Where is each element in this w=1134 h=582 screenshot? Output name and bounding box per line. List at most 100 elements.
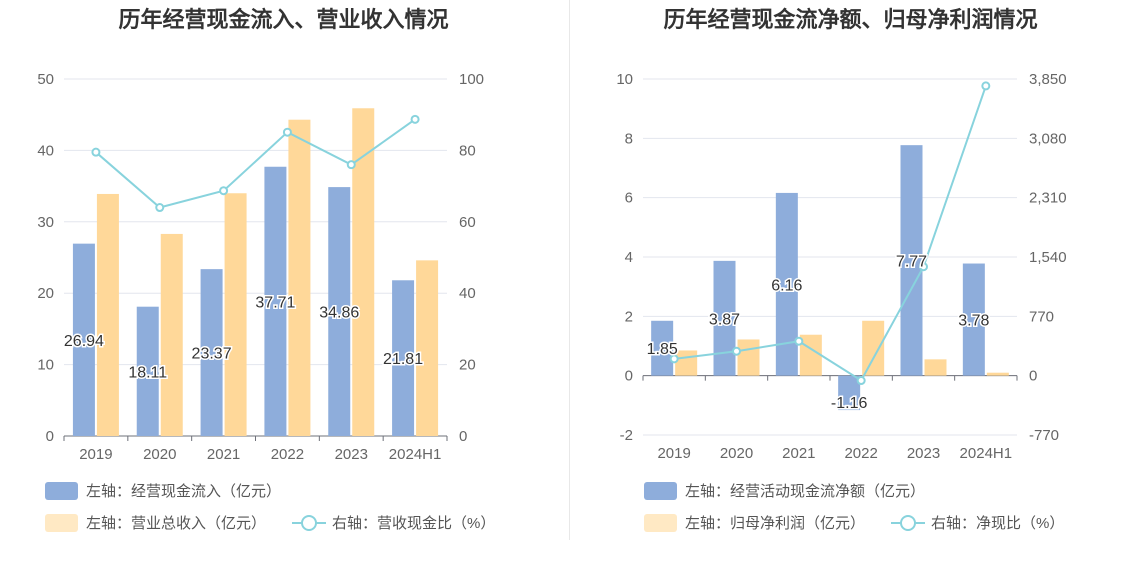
- data-label: 37.71: [255, 294, 295, 311]
- data-label: -1.16: [831, 395, 868, 412]
- bar-series-2: [737, 339, 760, 376]
- y-left-tick-label: 6: [625, 190, 633, 207]
- x-tick-label: 2022: [271, 446, 304, 463]
- chart-net-cash-flow-svg: -2 0 2 4 6 8 10 -770 0 770 1,540 2,310 3,080 3,850 201…: [616, 71, 1067, 462]
- data-label: 26.94: [64, 333, 104, 350]
- y-left-tick-label: 4: [625, 249, 633, 266]
- line-series: [95, 118, 416, 209]
- bar-series-1: [651, 320, 674, 376]
- bar-series-2: [288, 119, 311, 436]
- legend-label: 右轴：净现比（%）: [931, 515, 1065, 532]
- chart-panel-cash-inflow: 历年经营现金流入、营业收入情况 0 10 20 30 40 50 0 20 40 60 80 100 2…: [37, 7, 495, 533]
- data-label: 34.86: [319, 305, 359, 322]
- line-point: [410, 114, 420, 124]
- y-right-tick-label: 0: [459, 428, 467, 445]
- line-point: [981, 81, 991, 91]
- bar-series-1: [264, 166, 287, 436]
- legend-line-marker: [292, 514, 326, 532]
- chart-cash-inflow-svg: 0 10 20 30 40 50 0 20 40 60 80 100 2019 2020 2021 2022 2…: [37, 71, 484, 463]
- legend-label: 左轴：营业总收入（亿元）: [86, 515, 267, 532]
- legend-swatch: [45, 513, 78, 532]
- chart-title: 历年经营现金流净额、归母净利润情况: [663, 7, 1038, 32]
- legend-label: 左轴：经营现金流入（亿元）: [86, 483, 282, 500]
- x-tick-label: 2019: [657, 445, 690, 462]
- y-right-tick-label: 20: [459, 357, 476, 374]
- legend-item-revenue[interactable]: 左轴：营业总收入（亿元）: [45, 512, 266, 533]
- y-right-tick-label: 100: [459, 71, 484, 88]
- y-left-tick-label: 20: [37, 285, 54, 302]
- y-right-tick-label: 3,080: [1029, 130, 1067, 147]
- data-label: 18.11: [128, 364, 167, 381]
- y-left-tick-label: 10: [616, 71, 633, 88]
- x-tick-label: 2021: [207, 446, 240, 463]
- bar-series-2: [924, 359, 947, 376]
- bar-series-2: [96, 193, 119, 436]
- legend-item-net-profit[interactable]: 左轴：归母净利润（亿元）: [644, 512, 865, 533]
- chart-title: 历年经营现金流入、营业收入情况: [118, 7, 449, 32]
- line-point: [669, 354, 679, 364]
- bar-series-1: [838, 375, 861, 411]
- bar-series-2: [675, 350, 698, 376]
- bar-series-2: [862, 320, 885, 376]
- data-label: 1.85: [647, 341, 678, 358]
- bar-series-1: [775, 192, 798, 376]
- x-tick-label: 2023: [907, 445, 940, 462]
- x-tick-label: 2024H1: [389, 446, 442, 463]
- x-tick-label: 2019: [79, 446, 112, 463]
- line-point: [919, 262, 928, 272]
- x-tick-label: 2023: [335, 446, 368, 463]
- chart-panel-net-cash-flow: 历年经营现金流净额、归母净利润情况 -2 0 2 4 6 8 10 -770 0 770 1,540…: [567, 0, 1134, 582]
- legend-item-cash-inflow[interactable]: 左轴：经营现金流入（亿元）: [45, 480, 281, 501]
- y-left-tick-label: 8: [625, 130, 633, 147]
- x-tick-label: 2022: [844, 445, 877, 462]
- x-tick-label: 2021: [782, 445, 815, 462]
- data-label: 7.77: [896, 253, 927, 270]
- line-point: [155, 203, 165, 213]
- data-label: 21.81: [383, 351, 423, 368]
- line-point: [856, 376, 866, 386]
- data-label: 3.78: [958, 313, 989, 330]
- line-series: [674, 85, 987, 382]
- line-point: [91, 147, 101, 157]
- y-left-tick-label: 40: [37, 142, 54, 159]
- legend-item-cash-ratio[interactable]: 右轴：营收现金比（%）: [292, 512, 495, 533]
- y-right-tick-label: 60: [459, 214, 476, 231]
- y-right-tick-label: -770: [1029, 427, 1059, 444]
- bar-series-2: [160, 233, 183, 436]
- line-point: [346, 160, 356, 170]
- legend-item-net-cash-flow[interactable]: 左轴：经营活动现金流净额（亿元）: [644, 480, 925, 501]
- bar-series-1: [713, 260, 736, 376]
- bar-series-2: [986, 372, 1009, 376]
- line-point: [794, 336, 804, 346]
- bar-series-2: [224, 193, 247, 436]
- legend-item-net-cash-ratio[interactable]: 右轴：净现比（%）: [891, 512, 1064, 533]
- line-point: [219, 186, 229, 196]
- bar-series-2: [416, 260, 439, 436]
- y-right-tick-label: 1,540: [1029, 249, 1067, 266]
- y-right-tick-label: 770: [1029, 308, 1054, 325]
- legend-label: 左轴：经营活动现金流净额（亿元）: [685, 483, 926, 500]
- bar-series-1: [72, 243, 95, 436]
- y-right-tick-label: 3,850: [1029, 71, 1067, 88]
- line-point: [282, 127, 292, 137]
- y-right-tick-label: 40: [459, 285, 476, 302]
- bar-series-1: [200, 269, 223, 436]
- legend-swatch: [644, 513, 677, 532]
- bar-series-2: [352, 108, 375, 437]
- legend-line-marker: [891, 514, 925, 532]
- y-left-tick-label: 0: [46, 428, 54, 445]
- y-left-tick-label: 50: [37, 71, 54, 88]
- x-tick-label: 2020: [143, 446, 176, 463]
- bar-series-1: [328, 187, 351, 436]
- bar-series-1: [392, 280, 415, 436]
- legend-swatch: [45, 481, 78, 500]
- data-label: 6.16: [771, 277, 802, 294]
- y-right-tick-label: 2,310: [1029, 190, 1067, 207]
- y-left-tick-label: 0: [625, 368, 633, 385]
- y-left-tick-label: 2: [625, 308, 633, 325]
- y-right-tick-label: 0: [1029, 368, 1037, 385]
- x-tick-label: 2024H1: [960, 445, 1013, 462]
- legend-swatch: [644, 481, 677, 500]
- data-label: 3.87: [709, 311, 740, 328]
- data-label: 23.37: [192, 346, 232, 363]
